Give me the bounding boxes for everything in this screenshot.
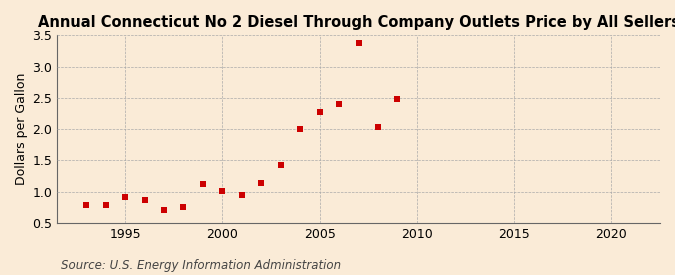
Point (275, 163, 286, 167)
Point (373, 125, 383, 130)
Point (353, 41, 364, 45)
Point (139, 197, 150, 202)
Point (392, 97, 403, 101)
Point (333, 102, 344, 106)
Point (81, 203, 92, 207)
Title: Annual Connecticut No 2 Diesel Through Company Outlets Price by All Sellers: Annual Connecticut No 2 Diesel Through C… (38, 15, 675, 30)
Point (119, 195, 130, 199)
Point (198, 182, 209, 186)
Point (236, 192, 247, 197)
Point (101, 203, 111, 208)
Point (217, 189, 227, 193)
Y-axis label: Dollars per Gallon: Dollars per Gallon (15, 73, 28, 185)
Point (178, 205, 189, 210)
Point (295, 127, 306, 131)
Text: Source: U.S. Energy Information Administration: Source: U.S. Energy Information Administ… (61, 259, 341, 272)
Point (159, 208, 169, 213)
Point (314, 110, 325, 114)
Point (256, 181, 267, 185)
